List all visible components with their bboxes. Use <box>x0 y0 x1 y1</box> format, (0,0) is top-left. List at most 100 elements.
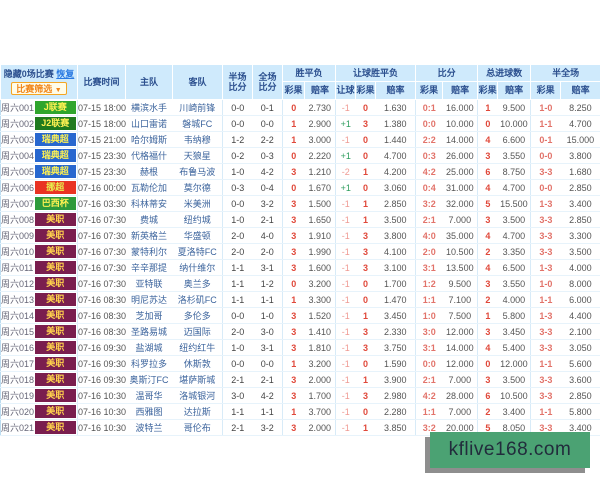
match-time: 07-16 00:00 <box>77 179 126 196</box>
handicap-value: -1 <box>335 275 356 292</box>
match-row: 周六006 挪超 07-16 00:00 瓦勒伦加 莫尔德 0-3 0-4 0 … <box>0 179 600 196</box>
handicap-odds: 3.060 <box>375 179 416 196</box>
goals-odds: 3.450 <box>497 323 531 340</box>
league-badge: 美职 <box>33 387 78 404</box>
wdl-odds: 1.210 <box>304 163 336 180</box>
league-badge: 美职 <box>33 419 78 436</box>
full-score: 0-0 <box>252 355 283 372</box>
match-code: 周六018 <box>0 371 34 388</box>
handicap-odds: 1.590 <box>375 355 416 372</box>
score-result: 0:4 <box>415 179 443 196</box>
halffull-result: 1-1 <box>530 355 561 372</box>
handicap-result: 0 <box>355 355 376 372</box>
handicap-result: 0 <box>355 131 376 148</box>
handicap-result: 0 <box>355 403 376 420</box>
match-code: 周六020 <box>0 403 34 420</box>
score-result: 3:2 <box>415 195 443 212</box>
score-result: 4:2 <box>415 387 443 404</box>
match-time: 07-16 09:30 <box>77 355 126 372</box>
goals-result: 3 <box>477 211 498 228</box>
handicap-odds: 3.100 <box>375 259 416 276</box>
match-filter-dropdown[interactable]: 比赛筛选 ▼ <box>11 81 67 95</box>
match-row: 周六004 瑞典超 07-15 23:30 代格福什 天狼星 0-2 0-3 0… <box>0 147 600 164</box>
match-time: 07-16 08:30 <box>77 291 126 308</box>
score-odds: 35.000 <box>442 227 478 244</box>
match-row: 周六015 美职 07-16 08:30 圣路易城 迈国际 2-0 3-0 3 … <box>0 323 600 340</box>
handicap-odds: 3.800 <box>375 227 416 244</box>
halffull-odds: 3.050 <box>560 339 600 356</box>
match-time: 07-16 09:30 <box>77 371 126 388</box>
full-score: 0-4 <box>252 179 283 196</box>
away-team: 哥伦布 <box>172 419 223 436</box>
handicap-odds: 1.630 <box>375 99 416 116</box>
score-odds: 9.500 <box>442 275 478 292</box>
half-score: 0-2 <box>222 147 253 164</box>
halffull-result: 3-3 <box>530 211 561 228</box>
handicap-value: -1 <box>335 243 356 260</box>
handicap-odds: 3.850 <box>375 419 416 436</box>
wdl-odds: 2.220 <box>304 147 336 164</box>
full-score: 1-1 <box>252 403 283 420</box>
goals-result: 3 <box>477 147 498 164</box>
match-odds-table: 隐藏0场比赛 恢复 比赛筛选 ▼ 比赛时间 主队 客队 半场 比分 全场 比分 <box>0 64 600 436</box>
handicap-value: -2 <box>335 163 356 180</box>
wdl-result: 0 <box>282 179 305 196</box>
handicap-value: -1 <box>335 227 356 244</box>
goals-result: 2 <box>477 403 498 420</box>
half-score: 1-2 <box>222 131 253 148</box>
goals-odds: 3.550 <box>497 147 531 164</box>
half-score: 0-0 <box>222 355 253 372</box>
half-score: 1-0 <box>222 211 253 228</box>
score-odds: 7.100 <box>442 291 478 308</box>
score-result: 3:0 <box>415 323 443 340</box>
sub-header-halffull-odds: 赔率 <box>560 81 600 100</box>
match-row: 周六013 美职 07-16 08:30 明尼苏达 洛杉矶FC 1-1 1-1 … <box>0 291 600 308</box>
league-badge: 瑞典超 <box>33 163 78 180</box>
goals-result: 1 <box>477 99 498 116</box>
score-result: 2:2 <box>415 131 443 148</box>
watermark: kflive168.com <box>430 432 590 468</box>
handicap-value: -1 <box>335 403 356 420</box>
wdl-odds: 1.700 <box>304 387 336 404</box>
match-code: 周六012 <box>0 275 34 292</box>
wdl-odds: 3.300 <box>304 291 336 308</box>
goals-odds: 8.750 <box>497 163 531 180</box>
half-score: 2-1 <box>222 371 253 388</box>
home-team: 山口雷诺 <box>125 115 173 132</box>
halffull-odds: 3.500 <box>560 243 600 260</box>
match-row: 周六019 美职 07-16 10:30 温哥华 洛城银河 3-0 4-2 3 … <box>0 387 600 404</box>
handicap-value: -1 <box>335 307 356 324</box>
col-header-away: 客队 <box>172 64 224 100</box>
home-team: 科罗拉多 <box>125 355 173 372</box>
home-team: 科林蒂安 <box>125 195 173 212</box>
wdl-odds: 2.730 <box>304 99 336 116</box>
wdl-odds: 3.700 <box>304 403 336 420</box>
half-score: 2-0 <box>222 227 253 244</box>
score-odds: 12.000 <box>442 323 478 340</box>
match-code: 周六015 <box>0 323 34 340</box>
match-time: 07-16 10:30 <box>77 403 126 420</box>
sub-header-score-odds: 赔率 <box>442 81 479 100</box>
handicap-odds: 3.500 <box>375 211 416 228</box>
home-team: 赫根 <box>125 163 173 180</box>
halffull-result: 1-1 <box>530 115 561 132</box>
handicap-result: 1 <box>355 195 376 212</box>
league-badge: 美职 <box>33 211 78 228</box>
chevron-down-icon: ▼ <box>54 86 62 94</box>
halffull-odds: 4.700 <box>560 115 600 132</box>
match-row: 周六003 瑞典超 07-15 21:00 哈尔姆斯 韦纳穆 1-2 2-2 1… <box>0 131 600 148</box>
restore-link[interactable]: 恢复 <box>56 69 75 80</box>
sub-header-wdl-odds: 赔率 <box>304 81 337 100</box>
handicap-odds: 3.750 <box>375 339 416 356</box>
handicap-value: -1 <box>335 259 356 276</box>
handicap-value: -1 <box>335 211 356 228</box>
wdl-result: 3 <box>282 307 305 324</box>
match-time: 07-15 18:00 <box>77 99 126 116</box>
handicap-odds: 2.330 <box>375 323 416 340</box>
group-header-wdl: 胜平负 <box>282 64 337 82</box>
score-result: 1:1 <box>415 403 443 420</box>
halffull-result: 1-3 <box>530 307 561 324</box>
league-badge: 巴西杯 <box>33 195 78 212</box>
wdl-result: 1 <box>282 403 305 420</box>
wdl-odds: 2.900 <box>304 115 336 132</box>
